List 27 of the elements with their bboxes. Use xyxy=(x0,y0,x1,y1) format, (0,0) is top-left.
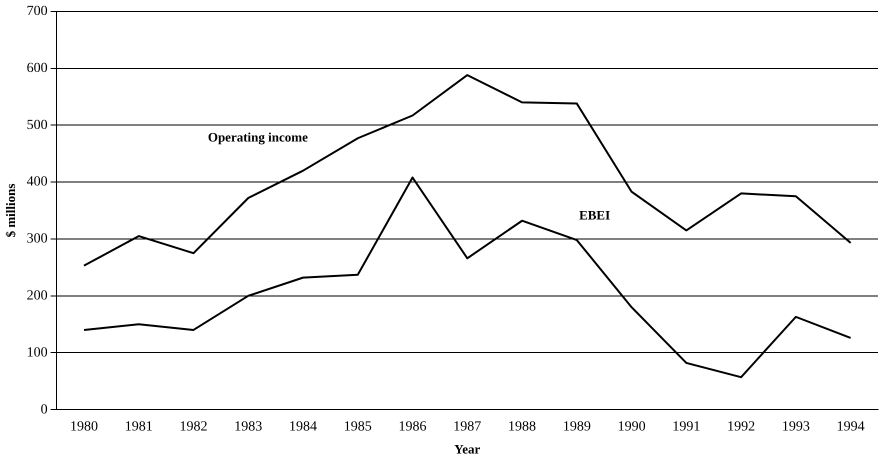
y-tick-label: 200 xyxy=(26,288,48,304)
y-tick-label: 100 xyxy=(26,345,48,360)
x-tick-label: 1983 xyxy=(234,420,262,435)
y-axis-title: $ millions xyxy=(3,184,18,238)
x-tick-label: 1990 xyxy=(618,420,646,435)
x-tick-label: 1980 xyxy=(70,420,98,435)
x-tick-label: 1986 xyxy=(398,420,427,435)
x-tick-label: 1982 xyxy=(180,420,208,435)
x-tick-label: 1992 xyxy=(727,420,756,435)
x-axis-title: Year xyxy=(454,442,481,457)
x-tick-label: 1988 xyxy=(508,420,536,435)
series-label: Operating income xyxy=(208,130,308,145)
x-tick-label: 1987 xyxy=(453,420,482,435)
series-label: EBEI xyxy=(579,207,610,222)
x-tick-label: 1991 xyxy=(672,420,700,435)
x-tick-label: 1985 xyxy=(344,420,372,435)
x-tick-label: 1984 xyxy=(289,420,318,435)
x-tick-label: 1981 xyxy=(124,420,153,435)
y-tick-label: 0 xyxy=(40,402,48,418)
x-tick-label: 1989 xyxy=(562,420,591,435)
x-tick-label: 1994 xyxy=(836,420,865,435)
y-tick-label: 300 xyxy=(26,232,48,247)
y-tick-label: 500 xyxy=(26,118,48,133)
y-tick-label: 400 xyxy=(26,174,48,190)
x-tick-label: 1993 xyxy=(782,420,810,435)
y-tick-label: 600 xyxy=(26,60,48,76)
y-tick-label: 700 xyxy=(26,4,48,20)
